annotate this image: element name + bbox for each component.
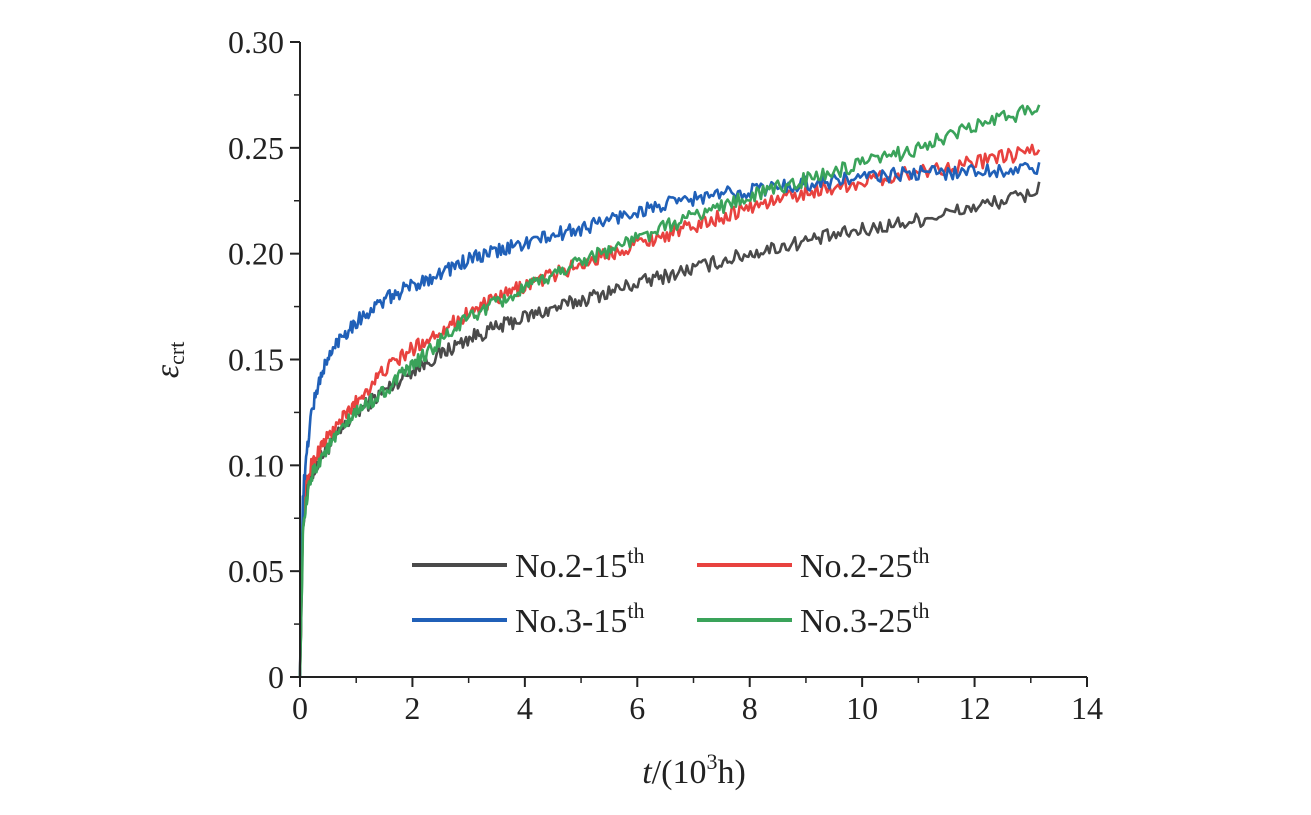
axes-layer: 0 2 4 6 8 10 12 14 0 0.05 0.10 0.15 0.20 0.25 0.30 [228,24,1103,726]
series-layer [298,104,1041,678]
x-tick-label: 10 [846,690,878,726]
legend-label-4: No.3-25th [800,598,930,640]
series-line-2 [298,143,1041,678]
x-axis-title-var: t [642,754,653,791]
x-tick-label: 6 [629,690,645,726]
y-tick-label: 0.10 [228,447,284,483]
x-axis-title-sup: 3 [706,749,717,774]
series-line-3 [298,161,1041,678]
series-line-4 [298,104,1041,678]
y-tick-label: 0 [268,659,284,695]
x-tick-label: 8 [742,690,758,726]
x-axis-title: t/(103h) [642,749,746,791]
x-tick-label: 2 [404,690,420,726]
y-tick-label: 0.05 [228,553,284,589]
x-axis-title-tail: h) [717,754,745,791]
legend-label-3: No.3-15th [515,598,645,640]
y-tick-label: 0.30 [228,24,284,60]
legend: No.2-15th No.2-25th No.3-15th No.3-25th [412,543,930,640]
y-axis-title: εcrt [149,342,189,379]
legend-label-2: No.2-25th [800,543,930,585]
legend-label-1: No.2-15th [515,543,645,585]
y-tick-label: 0.25 [228,130,284,166]
y-axis-title-sub: crt [164,342,189,365]
x-tick-label: 4 [517,690,533,726]
x-tick-label: 12 [959,690,991,726]
x-tick-label: 0 [292,690,308,726]
y-axis-title-main: ε [149,364,186,378]
y-tick-label: 0.15 [228,342,284,378]
x-axis-title-rest: /(10 [652,754,707,791]
x-tick-label: 14 [1071,690,1103,726]
y-tick-label: 0.20 [228,236,284,272]
